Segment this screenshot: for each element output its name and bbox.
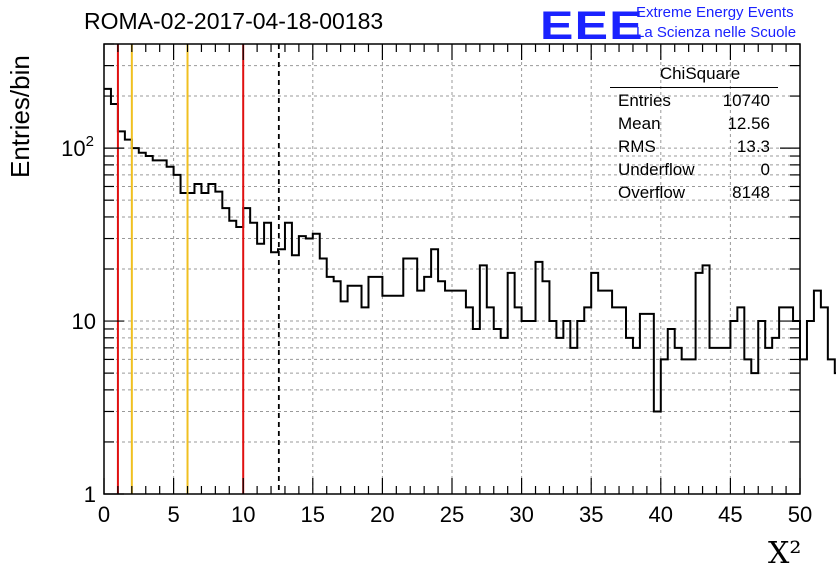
- stats-value: 0: [760, 160, 770, 179]
- stats-label: Mean: [618, 114, 661, 133]
- eee-logo: EEE: [540, 4, 644, 48]
- axis-ticks: [103, 43, 801, 495]
- x-tick-label: 30: [509, 502, 533, 527]
- stats-label: RMS: [618, 137, 656, 156]
- x-tick-label: 0: [98, 502, 110, 527]
- chart-title: ROMA-02-2017-04-18-00183: [84, 8, 384, 34]
- stats-label: Overflow: [618, 183, 686, 202]
- x-tick-label: 45: [718, 502, 742, 527]
- stats-value: 8148: [732, 183, 770, 202]
- x-tick-label: 10: [231, 502, 255, 527]
- marker-lines: [116, 44, 280, 494]
- stats-value: 12.56: [727, 114, 770, 133]
- stats-value: 13.3: [736, 137, 770, 156]
- x-tick-label: 15: [301, 502, 325, 527]
- x-tick-label: 35: [579, 502, 603, 527]
- stats-row-overflow: Overflow 8148: [610, 180, 778, 203]
- x-tick-label: 20: [370, 502, 394, 527]
- eee-logo-line2: La Scienza nelle Scuole: [636, 24, 797, 41]
- x-tick-label: 50: [788, 502, 812, 527]
- y-tick-label: 1: [84, 482, 96, 507]
- x-tick-label: 40: [649, 502, 673, 527]
- stats-value: 10740: [722, 91, 770, 110]
- stats-label: Underflow: [618, 160, 695, 179]
- y-tick-label: 10: [72, 309, 96, 334]
- stats-row-entries: Entries 10740: [610, 88, 778, 111]
- stats-row-rms: RMS 13.3: [610, 134, 778, 157]
- stats-label: Entries: [618, 91, 671, 110]
- y-axis-label: Entries/bin: [5, 55, 35, 178]
- y-tick-label: 102: [61, 133, 94, 161]
- stats-row-underflow: Underflow 0: [610, 157, 778, 180]
- tick-labels: 0 5 10 15 20 25 30 35 40 45 50 1 10 102: [61, 133, 812, 527]
- x-tick-label: 5: [167, 502, 179, 527]
- x-tick-label: 25: [440, 502, 464, 527]
- stats-box: ChiSquare Entries 10740 Mean 12.56 RMS 1…: [610, 64, 778, 203]
- x-axis-label: X²: [768, 536, 802, 571]
- eee-logo-line1: Extreme Energy Events: [636, 4, 794, 21]
- stats-box-title: ChiSquare: [610, 64, 778, 88]
- stats-row-mean: Mean 12.56: [610, 111, 778, 134]
